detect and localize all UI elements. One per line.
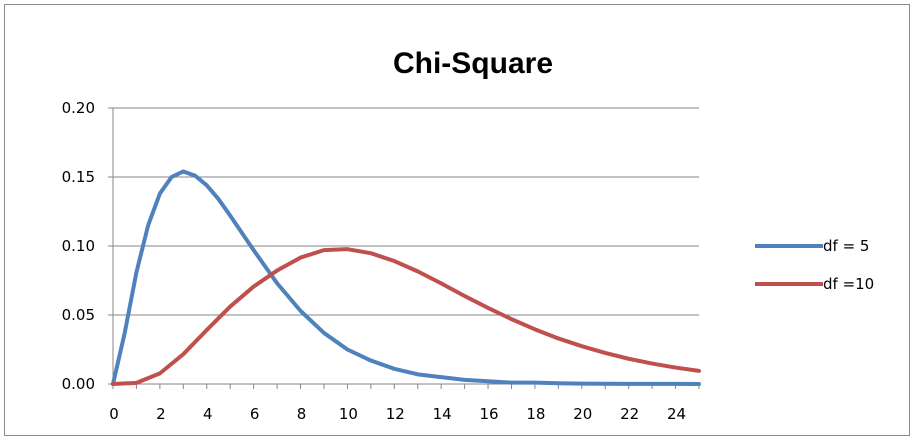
y-tick-label: 0.15 (62, 168, 95, 186)
x-tick-label: 0 (109, 405, 119, 423)
y-tick-label: 0.10 (62, 237, 95, 255)
chart-frame: Chi-Square 0.00 0.05 0.10 0.15 0.20 0 2 4 6 8 10 1… (4, 4, 910, 436)
y-tick-label: 0.05 (62, 306, 95, 324)
x-tick-label: 10 (339, 405, 358, 423)
x-tick-label: 8 (297, 405, 307, 423)
gridlines (113, 107, 699, 316)
x-tick-label: 2 (156, 405, 166, 423)
x-tick-label: 6 (250, 405, 260, 423)
series-lines (111, 169, 701, 386)
x-tick-labels: 0 2 4 6 8 10 12 14 16 18 20 22 24 (109, 405, 686, 423)
legend-label-1: df = 5 (823, 237, 869, 255)
x-tick-label: 24 (667, 405, 686, 423)
x-tick-label: 12 (386, 405, 405, 423)
x-tick-label: 18 (526, 405, 545, 423)
y-tick-labels: 0.00 0.05 0.10 0.15 0.20 (62, 99, 95, 393)
x-tick-label: 4 (203, 405, 213, 423)
chart-title: Chi-Square (393, 47, 553, 80)
x-tick-label: 22 (620, 405, 639, 423)
legend: df = 5 df =10 (755, 237, 874, 293)
x-tick-label: 14 (433, 405, 452, 423)
y-tick-label: 0.20 (62, 99, 95, 117)
series-line-2 (111, 247, 701, 386)
series-line-1 (111, 169, 701, 386)
x-tick-label: 16 (479, 405, 498, 423)
y-tick-label: 0.00 (62, 375, 95, 393)
axes (108, 107, 700, 389)
x-tick-label: 20 (573, 405, 592, 423)
chart-svg: Chi-Square 0.000.050.100.150.20 0 2 4 6 8 10 1… (62, 47, 875, 423)
legend-label-2: df =10 (823, 275, 874, 293)
